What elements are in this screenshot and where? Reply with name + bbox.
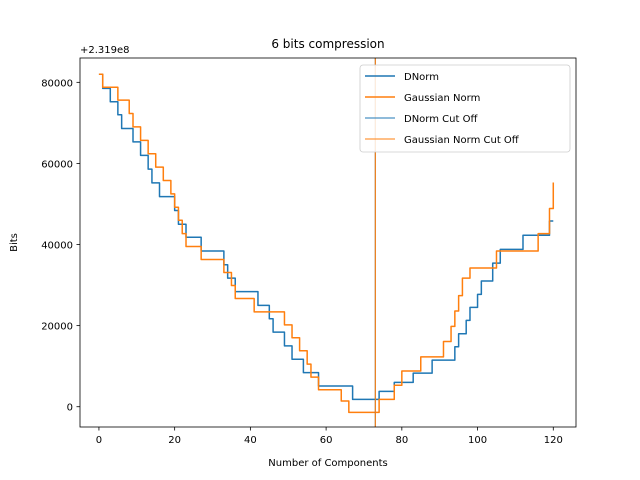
legend-label-0: DNorm — [404, 72, 439, 83]
x-tick-label: 120 — [544, 435, 563, 446]
y-offset-label: +2.319e8 — [80, 45, 130, 56]
plot-frame — [79, 57, 577, 428]
chart-title: 6 bits compression — [271, 37, 384, 51]
y-axis-label: Bits — [9, 233, 20, 252]
y-tick-label: 0 — [67, 403, 73, 414]
y-tick-label: 80000 — [41, 78, 73, 89]
legend-label-2: DNorm Cut Off — [404, 114, 478, 125]
series-line-0 — [98, 73, 554, 401]
y-tick-label: 60000 — [41, 159, 73, 170]
x-tick-label: 40 — [244, 435, 257, 446]
x-tick-label: 60 — [320, 435, 333, 446]
legend-label-1: Gaussian Norm — [404, 93, 480, 104]
legend-label-3: Gaussian Norm Cut Off — [404, 135, 520, 146]
x-tick-label: 80 — [395, 435, 408, 446]
x-tick-label: 100 — [468, 435, 487, 446]
x-axis-label: Number of Components — [268, 458, 387, 469]
legend-box — [359, 64, 571, 153]
legend: DNorm Gaussian Norm DNorm Cut Off Gaussian … — [359, 64, 571, 153]
x-tick-label: 20 — [168, 435, 181, 446]
y-tick-label: 20000 — [41, 322, 73, 333]
x-tick-label: 0 — [96, 435, 102, 446]
y-tick-label: 40000 — [41, 241, 73, 252]
series-line-1 — [98, 73, 555, 414]
